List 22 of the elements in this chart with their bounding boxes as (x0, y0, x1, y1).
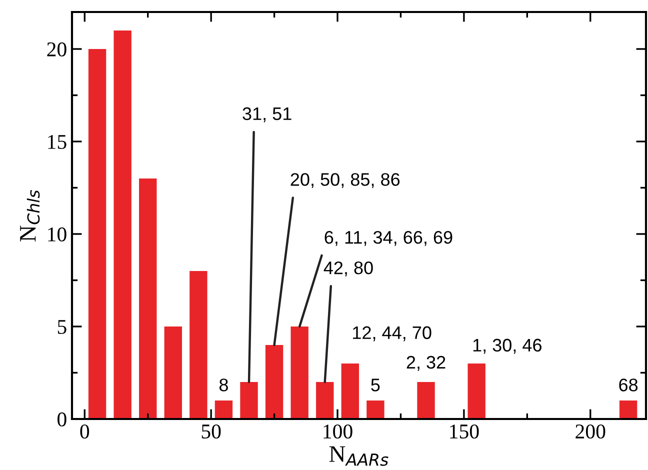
x-tick-label: 100 (324, 424, 352, 439)
x-tick-label: 150 (450, 424, 479, 439)
y-axis-title: N$_{Chls}$ (20, 190, 40, 242)
annotation: 8 (219, 378, 228, 392)
y-tick-label: 5 (58, 320, 66, 334)
annotation: 31, 51 (242, 107, 292, 122)
y-tick-label: 0 (58, 412, 66, 426)
annotation: 42, 80 (324, 261, 373, 276)
annotation: 68 (619, 378, 638, 392)
annotation: 12, 44, 70 (353, 326, 432, 342)
x-tick-label: 0 (80, 424, 90, 439)
annotation: 20, 50, 85, 86 (290, 173, 400, 188)
annotation: 5 (371, 378, 380, 392)
x-axis-title: N$_{AARs}$ (329, 446, 388, 466)
y-tick-label: 10 (48, 227, 66, 242)
x-tick-label: 50 (202, 424, 221, 439)
annotation: 6, 11, 34, 66, 69 (324, 230, 452, 246)
x-tick-label: 200 (576, 424, 606, 439)
annotation: 2, 32 (406, 356, 446, 371)
y-tick-label: 15 (48, 134, 66, 149)
annotation: 1, 30, 46 (473, 338, 542, 354)
y-tick-label: 20 (47, 42, 66, 56)
